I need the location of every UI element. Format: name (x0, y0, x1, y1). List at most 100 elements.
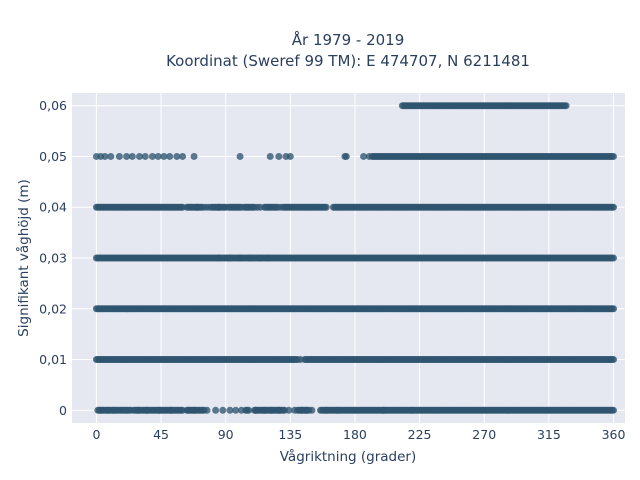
scatter-band (92, 152, 618, 160)
data-point (212, 406, 220, 414)
y-axis-title: Signifikant våghöjd (m) (15, 179, 32, 337)
data-point (219, 406, 227, 414)
data-point (173, 152, 181, 160)
data-point (266, 152, 274, 160)
data-point (334, 406, 342, 414)
data-point (408, 406, 416, 414)
chart-subtitle: Koordinat (Sweref 99 TM): E 474707, N 62… (166, 52, 530, 70)
data-point (610, 356, 618, 364)
data-point (204, 203, 212, 211)
data-point (316, 203, 324, 211)
data-point (562, 102, 570, 110)
data-point (166, 152, 174, 160)
data-points (92, 102, 618, 414)
y-tick-label: 0,01 (39, 352, 67, 367)
data-point (246, 254, 254, 262)
x-tick-label: 90 (218, 427, 234, 442)
data-point (256, 203, 264, 211)
data-point (148, 152, 156, 160)
data-point (203, 406, 211, 414)
data-point (101, 152, 109, 160)
scatter-band (92, 203, 618, 211)
data-point (215, 203, 223, 211)
data-point (236, 254, 244, 262)
data-point (154, 152, 162, 160)
chart-title: År 1979 - 2019 (292, 30, 405, 49)
data-point (167, 406, 175, 414)
data-point (107, 152, 115, 160)
data-point (110, 406, 118, 414)
x-tick-label: 270 (472, 427, 496, 442)
data-point (134, 406, 142, 414)
data-point (322, 203, 330, 211)
data-point (360, 152, 368, 160)
data-point (252, 406, 260, 414)
data-point (226, 406, 234, 414)
data-point (136, 152, 144, 160)
data-point (610, 254, 618, 262)
data-point (225, 203, 233, 211)
scatter-band (92, 254, 618, 262)
data-point (275, 152, 283, 160)
data-point (226, 254, 234, 262)
data-point (265, 254, 273, 262)
data-point (156, 406, 164, 414)
data-point (296, 356, 304, 364)
x-axis-ticks: 0 45 90 135 180 225 270 315 360 (92, 427, 625, 442)
data-point (123, 152, 131, 160)
x-tick-label: 225 (408, 427, 432, 442)
data-point (115, 152, 123, 160)
x-tick-label: 180 (343, 427, 367, 442)
y-tick-label: 0 (59, 403, 67, 418)
data-point (141, 152, 149, 160)
data-point (275, 406, 283, 414)
scatter-band (94, 406, 618, 414)
data-point (193, 203, 201, 211)
data-point (342, 152, 350, 160)
y-axis-ticks: 0 0,01 0,02 0,03 0,04 0,05 0,06 (39, 98, 67, 418)
data-point (190, 406, 198, 414)
data-point (143, 406, 151, 414)
data-point (237, 203, 245, 211)
x-tick-label: 360 (602, 427, 626, 442)
data-point (268, 406, 276, 414)
scatter-band (398, 102, 570, 110)
y-tick-label: 0,02 (39, 301, 67, 316)
data-point (256, 254, 264, 262)
data-point (97, 406, 105, 414)
data-point (365, 152, 373, 160)
data-point (184, 406, 192, 414)
data-point (286, 152, 294, 160)
x-tick-label: 45 (153, 427, 169, 442)
data-point (285, 406, 293, 414)
data-point (610, 305, 618, 313)
data-point (232, 406, 240, 414)
x-tick-label: 0 (92, 427, 100, 442)
data-point (260, 406, 268, 414)
data-point (104, 406, 112, 414)
data-point (128, 152, 136, 160)
y-tick-label: 0,03 (39, 251, 67, 266)
data-point (160, 152, 168, 160)
data-point (215, 254, 223, 262)
data-point (308, 406, 316, 414)
data-point (236, 152, 244, 160)
data-point (610, 203, 618, 211)
data-point (291, 406, 299, 414)
x-axis-title: Vågriktning (grader) (280, 448, 417, 465)
data-point (322, 406, 330, 414)
data-point (380, 406, 388, 414)
x-tick-label: 135 (278, 427, 302, 442)
data-point (610, 152, 618, 160)
data-point (302, 406, 310, 414)
x-tick-label: 315 (537, 427, 561, 442)
y-tick-label: 0,06 (39, 98, 67, 113)
data-point (179, 152, 187, 160)
data-point (276, 203, 284, 211)
data-point (245, 406, 253, 414)
data-point (190, 152, 198, 160)
y-tick-label: 0,04 (39, 200, 67, 215)
scatter-band (92, 356, 618, 364)
data-point (237, 406, 245, 414)
